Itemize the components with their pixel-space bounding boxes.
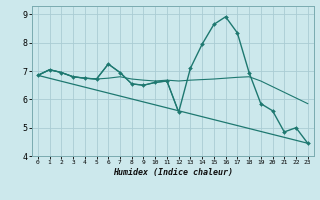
X-axis label: Humidex (Indice chaleur): Humidex (Indice chaleur) <box>113 168 233 177</box>
